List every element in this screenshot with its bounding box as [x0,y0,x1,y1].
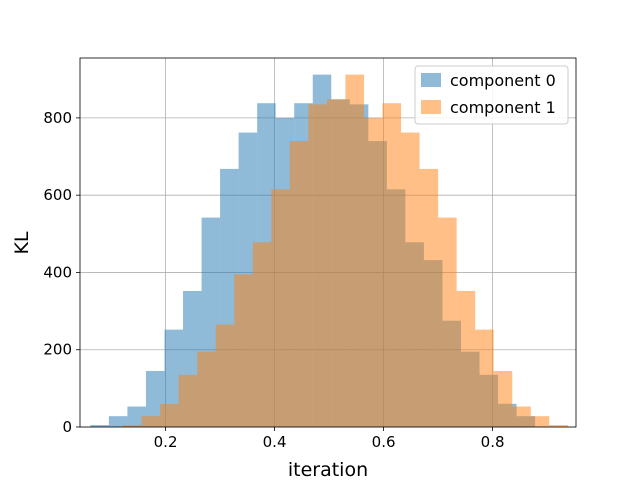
histogram-bar [271,189,290,427]
histogram-bar [234,274,253,427]
x-axis-label: iteration [288,459,368,480]
histogram-bar [197,351,216,427]
legend-label-component-1: component 1 [450,98,556,117]
histogram-bar [382,103,402,427]
x-tick-label: 0.6 [372,433,396,451]
histogram-bar [345,74,364,428]
histogram-bar [419,168,439,427]
histogram-bar [164,329,184,427]
x-tick-label: 0.8 [481,433,505,451]
legend-box [414,65,569,125]
legend: component 0 component 1 [414,65,569,125]
histogram-bar [530,416,550,427]
series-1-bars [123,74,568,428]
axis-ticks: 0.2 0.4 0.6 0.8 0 200 400 600 800 [43,109,504,451]
histogram-bar [401,132,420,428]
histogram-bar [160,403,179,427]
histogram-bar [493,370,513,427]
histogram-bar [252,242,272,427]
histogram-bar [141,416,161,427]
y-axis-label: KL [11,231,33,254]
histogram-bar [123,425,142,427]
axes-frame [79,57,577,428]
x-tick-label: 0.4 [263,433,287,451]
histogram-bar [326,99,346,428]
histogram-bar [145,370,165,427]
y-tick-label: 800 [43,109,72,127]
histogram-bar [215,324,235,427]
histogram-bar [289,141,309,427]
histogram-bar [456,290,476,427]
y-tick-label: 200 [43,341,72,359]
legend-label-component-0: component 0 [450,71,556,90]
histogram-bar [438,217,457,427]
histogram-bar [308,104,327,428]
histogram-bars [90,74,568,428]
legend-swatch-component-0 [421,73,441,87]
histogram-bar [178,374,198,427]
y-tick-label: 600 [43,186,72,204]
histogram-bar [90,425,109,427]
histogram-bar [127,406,146,427]
histogram-bar [512,406,531,427]
histogram-bar [475,329,494,427]
histogram-bar [549,425,568,427]
histogram-bar [108,416,128,427]
y-tick-label: 400 [43,263,72,281]
legend-swatch-component-1 [421,100,441,114]
x-tick-label: 0.2 [154,433,178,451]
histogram-bar [363,117,383,428]
y-tick-label: 0 [62,418,72,436]
